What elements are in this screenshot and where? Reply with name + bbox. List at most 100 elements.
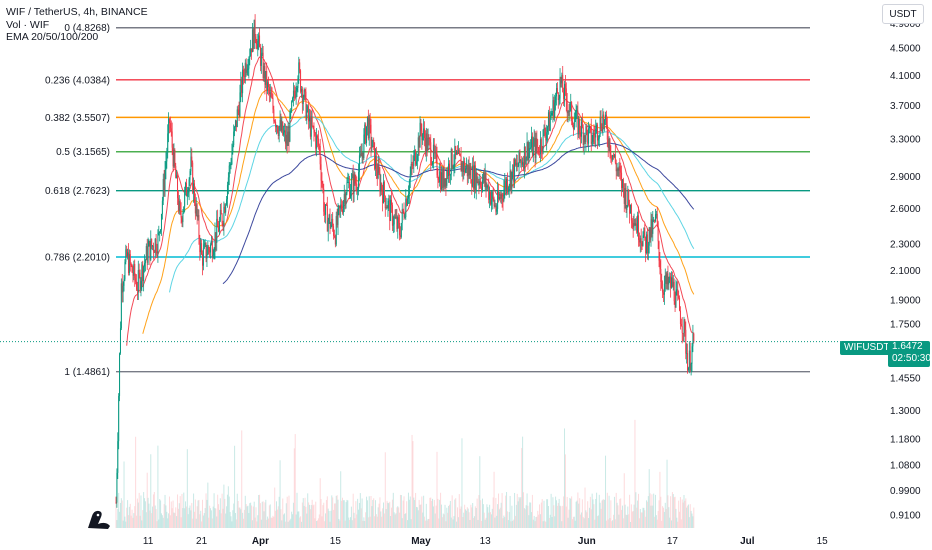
- volume-bar: [472, 503, 474, 528]
- last-price-tag: 1.6472 02:50:30: [888, 341, 931, 367]
- volume-bar: [453, 516, 455, 528]
- candle-body: [481, 186, 483, 191]
- volume-bar: [392, 492, 394, 528]
- volume-bar: [239, 507, 241, 528]
- candle-body: [555, 88, 557, 97]
- chart-title: WIF / TetherUS, 4h, BINANCE: [6, 6, 148, 18]
- candle-body: [596, 124, 598, 129]
- volume-bar: [144, 501, 146, 528]
- volume-bar: [462, 517, 464, 528]
- volume-bar: [214, 508, 216, 528]
- candle-body: [379, 172, 381, 192]
- candle-body: [420, 122, 422, 131]
- volume-bar: [378, 503, 380, 528]
- volume-bar: [460, 506, 462, 528]
- candle-body: [527, 142, 529, 160]
- volume-bar: [137, 502, 139, 528]
- candle-body: [407, 198, 409, 206]
- volume-bar: [682, 502, 684, 528]
- candle-body: [187, 192, 189, 195]
- candle-body: [676, 289, 678, 291]
- candle-body: [579, 119, 581, 133]
- candle-body: [242, 69, 244, 94]
- volume-bar: [251, 505, 253, 528]
- candle-body: [411, 164, 413, 165]
- candle-body: [476, 173, 478, 183]
- candle-body: [525, 157, 527, 165]
- volume-bar: [652, 505, 654, 528]
- volume-bar: [183, 492, 185, 528]
- candle-body: [388, 200, 390, 202]
- volume-bar: [457, 517, 459, 528]
- candle-body: [612, 154, 614, 160]
- candle-body: [587, 130, 589, 144]
- volume-bar: [383, 502, 384, 528]
- candle-body: [448, 163, 450, 177]
- volume-bar: [171, 508, 173, 528]
- candle-body: [533, 138, 535, 143]
- volume-bar: [286, 496, 288, 528]
- candle-body: [451, 149, 453, 168]
- candle-body: [663, 283, 665, 295]
- candle-body: [424, 138, 426, 153]
- candle-body: [119, 328, 121, 354]
- volume-bar: [281, 520, 283, 528]
- volume-bar: [436, 451, 438, 528]
- candle-body: [583, 135, 585, 145]
- volume-bar: [574, 520, 576, 528]
- candle-body: [424, 128, 426, 139]
- volume-bar: [657, 511, 659, 528]
- volume-bar: [593, 504, 595, 528]
- candle-body: [305, 91, 307, 120]
- candle-body: [401, 209, 403, 223]
- candle-body: [538, 147, 540, 154]
- volume-bar: [324, 521, 326, 528]
- volume-bar: [479, 456, 481, 528]
- candle-body: [431, 163, 433, 165]
- volume-bar: [560, 506, 562, 528]
- volume-bar: [304, 497, 306, 528]
- volume-bar: [518, 497, 520, 528]
- candle-body: [120, 283, 122, 329]
- volume-bar: [533, 515, 535, 528]
- candle-body: [303, 89, 305, 99]
- candle-body: [151, 238, 153, 247]
- volume-bar: [348, 517, 350, 528]
- candle-body: [359, 153, 361, 156]
- candle-body: [524, 146, 526, 165]
- y-tick-9: 1.9000: [890, 295, 921, 306]
- candle-body: [561, 74, 563, 84]
- volume-bar: [308, 504, 310, 528]
- volume-bar: [192, 518, 194, 528]
- price-axis[interactable]: 4.9000 4.5000 4.1000 3.7000 3.3000 2.9000 2.60…: [890, 19, 921, 522]
- volume-bar: [383, 513, 385, 528]
- candle-body: [225, 204, 227, 213]
- candle-body: [435, 151, 437, 154]
- candle-body: [487, 185, 489, 187]
- candle-body: [340, 204, 342, 209]
- candle-body: [286, 134, 288, 146]
- candle-body: [204, 242, 206, 245]
- volume-bar: [425, 503, 427, 528]
- volume-bar: [185, 506, 187, 528]
- candle-body: [267, 82, 269, 88]
- fib-label-0: 0 (4.8268): [64, 23, 110, 34]
- volume-bar: [690, 510, 692, 528]
- candle-body: [161, 200, 163, 215]
- time-axis[interactable]: 11 21 Apr 15 May 13 Jun 17 Jul 15: [143, 536, 828, 547]
- candle-body: [638, 239, 640, 243]
- candle-body: [306, 110, 308, 120]
- volume-bar: [234, 445, 236, 528]
- candle-body: [128, 254, 130, 274]
- volume-bar: [411, 434, 413, 528]
- volume-bar: [206, 499, 208, 528]
- candle-body: [195, 204, 197, 214]
- volume-bar: [322, 505, 324, 528]
- volume-bar: [679, 511, 681, 528]
- currency-button[interactable]: USDT: [882, 4, 924, 24]
- volume-bar: [159, 499, 161, 528]
- fib-label-3: 0.5 (3.1565): [56, 147, 110, 158]
- candle-body: [669, 276, 671, 281]
- volume-bar: [131, 509, 133, 528]
